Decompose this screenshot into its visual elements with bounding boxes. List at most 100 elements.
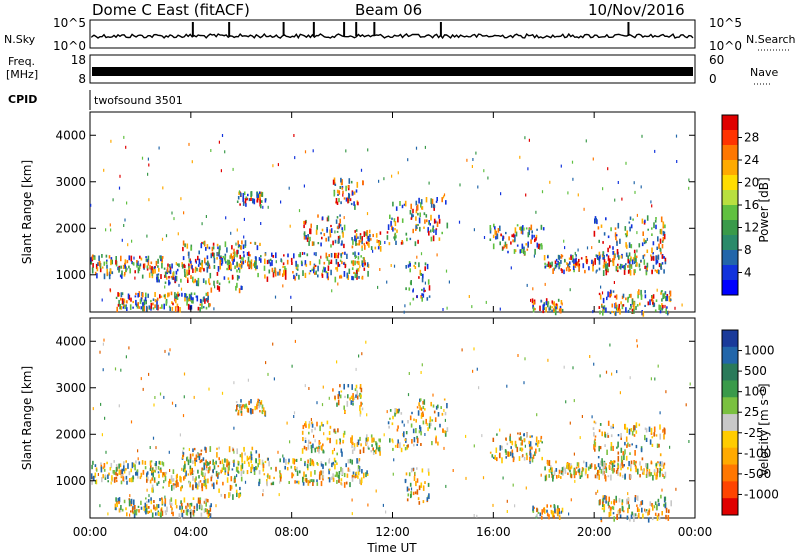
echo-cell [337,252,340,256]
echo-cell [216,280,219,284]
echo-cell [592,310,594,314]
echo-cell [555,306,557,310]
echo-cell [614,198,616,202]
echo-cell [151,487,153,493]
echo-cell [437,412,440,417]
echo-cell [571,260,574,263]
echo-cell [140,306,143,310]
echo-cell [612,250,614,255]
echo-cell [541,456,543,461]
echo-cell [106,264,108,269]
echo-cell [424,266,426,271]
echo-cell [333,428,336,433]
echo-cell [231,274,234,280]
echo-cell [628,428,631,435]
echo-cell [115,479,118,483]
echo-cell [555,303,558,306]
echo-cell [169,478,171,484]
echo-cell [356,390,358,396]
echo-cell [609,258,611,263]
echo-cell [319,471,321,476]
echo-cell [656,504,658,510]
echo-cell [328,459,330,464]
echo-cell [606,296,608,301]
echo-cell [575,254,577,257]
echo-cell [123,135,125,139]
echo-cell [651,204,653,208]
echo-cell [162,472,164,478]
echo-cell [545,265,547,269]
echo-cell [421,293,423,296]
sky-right-label: N.Search [746,33,796,46]
echo-cell [236,404,239,407]
echo-cell [243,235,245,239]
echo-cell [367,235,369,241]
echo-cell [521,229,524,235]
echo-cell [661,240,664,243]
echo-cell [293,415,295,418]
echo-cell [129,478,131,483]
echo-cell [545,301,548,306]
echo-cell [659,471,661,478]
echo-cell [551,513,554,517]
echo-cell [235,489,238,493]
echo-cell [406,498,409,502]
echo-cell [242,193,245,199]
echo-cell [428,423,431,429]
echo-cell [436,197,438,202]
echo-cell [329,261,331,264]
echo-cell [193,292,196,295]
echo-cell [94,255,96,260]
echo-cell [250,198,252,201]
echo-cell [216,479,218,483]
echo-cell [628,252,631,257]
echo-cell [122,476,124,482]
echo-cell [629,376,631,380]
echo-cell [371,437,373,443]
echo-cell [91,254,94,260]
echo-cell [180,486,182,492]
echo-cell [445,200,447,205]
echo-cell [427,482,430,487]
echo-cell [312,479,315,483]
echo-cell [386,410,388,414]
echo-cell [305,478,308,483]
echo-cell [595,254,598,257]
nave-right-label: Nave [750,66,778,79]
echo-cell [254,406,256,411]
echo-cell [359,478,361,484]
echo-cell [246,252,249,256]
echo-cell [605,500,607,504]
echo-cell [351,449,354,454]
echo-cell [351,438,353,445]
echo-cell [334,463,336,470]
echo-cell [91,268,94,274]
echo-cell [658,243,660,249]
echo-cell [257,194,260,198]
echo-cell [413,264,415,267]
echo-cell [233,461,235,467]
echo-cell [654,512,657,516]
echo-cell [410,217,413,220]
echo-cell [334,474,337,477]
colorbar-segment [722,130,738,146]
echo-cell [551,306,553,309]
echo-cell [292,458,294,464]
echo-cell [210,253,213,259]
echo-cell [146,474,148,478]
echo-cell [198,250,200,255]
echo-cell [354,475,356,479]
echo-cell [236,448,238,455]
echo-cell [426,219,428,223]
echo-cell [599,446,602,450]
echo-cell [145,305,148,312]
echo-cell [174,275,177,282]
echo-cell [633,513,635,517]
echo-cell [204,508,207,513]
echo-cell [368,237,371,242]
echo-cell [110,257,113,261]
echo-cell [560,476,562,479]
echo-cell [650,377,652,381]
echo-cell [375,442,378,449]
colorbar-tick-label: 25 [744,405,759,419]
